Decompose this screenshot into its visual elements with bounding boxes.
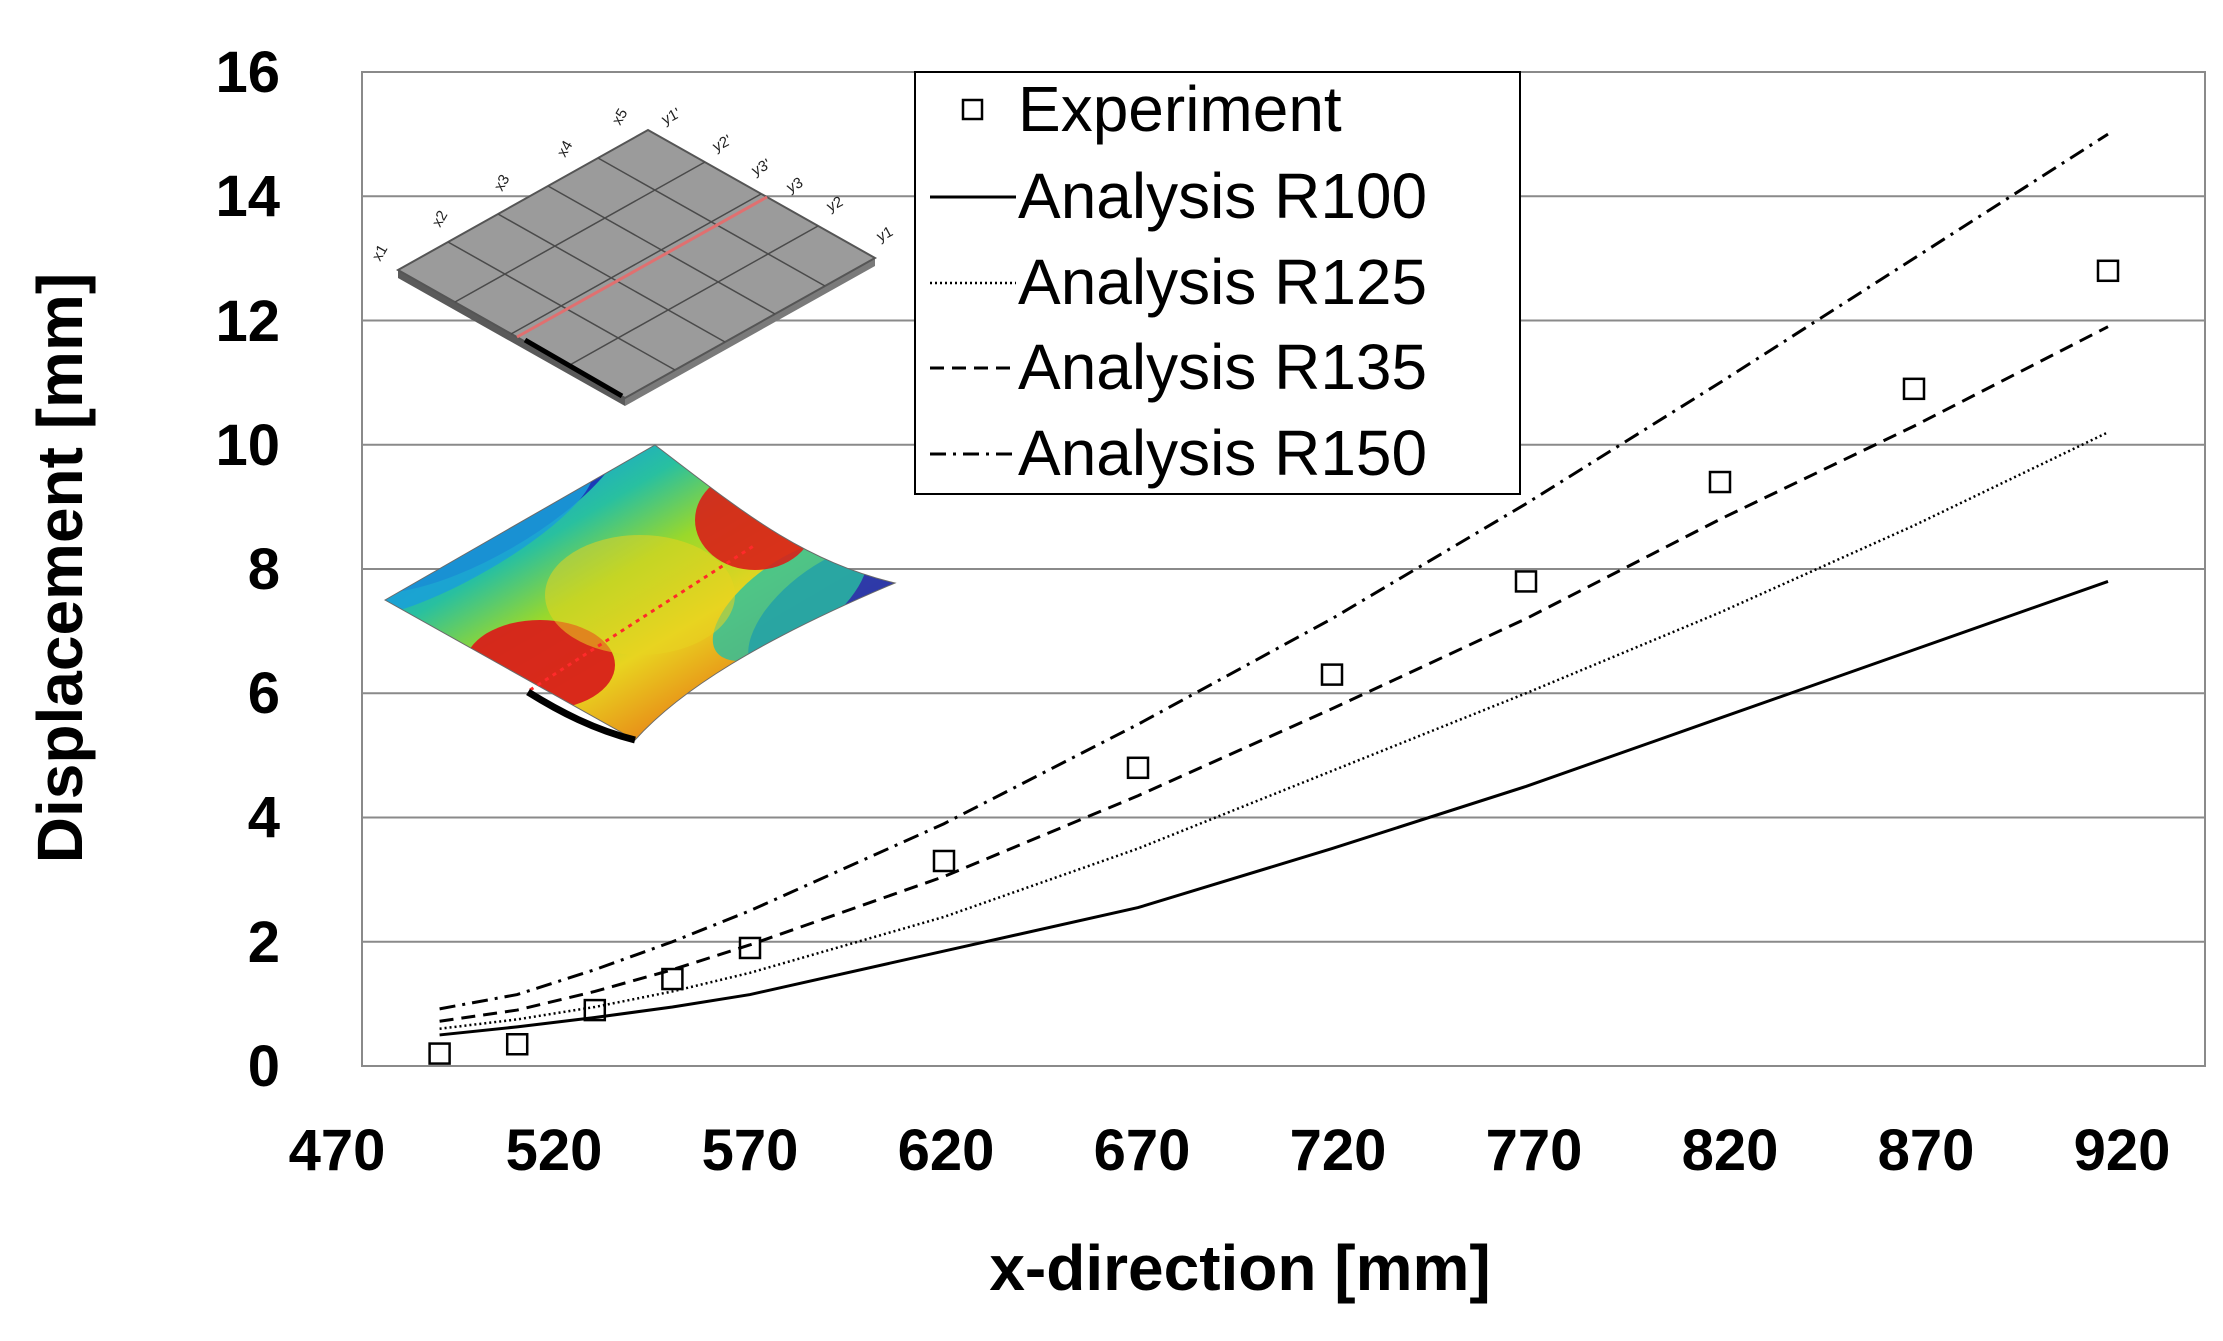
legend-label: Analysis R135: [1018, 331, 1427, 403]
data-point-experiment: [583, 998, 607, 1022]
x-tick-label: 670: [1094, 1118, 1191, 1183]
data-point-experiment: [1708, 470, 1732, 494]
y-tick-label: 14: [215, 164, 280, 229]
legend-label: Experiment: [1018, 73, 1342, 145]
data-point-experiment: [428, 1042, 451, 1065]
data-point-experiment: [1514, 570, 1538, 593]
data-point-experiment: [505, 1033, 529, 1056]
plate-label: x4: [554, 138, 577, 160]
legend: Experiment Analysis R100 Analysis R125 A…: [914, 71, 1521, 495]
data-point-experiment: [1126, 756, 1150, 780]
plate-support-edge: [523, 337, 624, 399]
plate-label: x1: [369, 242, 392, 264]
x-tick-label: 570: [702, 1118, 799, 1183]
plate-label: x2: [429, 208, 452, 230]
series-line-analysis-r135: [439, 325, 2109, 1023]
contour-support-edge: [526, 689, 636, 744]
legend-label: Analysis R100: [1018, 160, 1427, 232]
legend-label: Analysis R125: [1018, 246, 1427, 318]
x-tick-label: 520: [506, 1118, 603, 1183]
plate-label: y3: [784, 174, 806, 196]
y-tick-label: 2: [248, 910, 280, 975]
plate-label: y1': [659, 105, 684, 129]
plate-grid-line: [454, 161, 706, 303]
data-point-experiment: [661, 967, 684, 991]
x-tick-labels: 470 520 570 620 670 720 770 820 870 920: [289, 1118, 2171, 1183]
plate-label: x5: [609, 106, 632, 128]
plate-side: [625, 258, 875, 406]
y-tick-label: 12: [215, 289, 280, 354]
x-tick-label: 720: [1290, 1118, 1387, 1183]
y-tick-label: 16: [215, 40, 280, 105]
series-line-analysis-r100: [439, 580, 2109, 1037]
data-point-experiment: [932, 849, 956, 873]
plate-measure-line: [516, 195, 768, 339]
data-point-experiment: [1320, 663, 1344, 686]
series-line-analysis-r150: [439, 132, 2109, 1011]
y-tick-label: 0: [248, 1034, 280, 1099]
y-tick-label: 10: [215, 413, 280, 478]
plate-grid-line: [567, 225, 819, 367]
x-axis-title: x-direction [mm]: [989, 1232, 1490, 1304]
y-tick-label: 4: [248, 785, 280, 850]
plate-diagram: x1 x2 x3 x4 x5 y1' y2' y3' y3 y2 y1: [369, 105, 896, 406]
series-line-analysis-r125: [439, 431, 2109, 1030]
plate-label: y2': [710, 132, 735, 156]
plate-label: x3: [491, 172, 514, 194]
y-tick-label: 6: [248, 661, 280, 726]
x-tick-label: 920: [2074, 1118, 2171, 1183]
y-tick-label: 8: [248, 537, 280, 602]
plate-label: y2: [824, 193, 846, 215]
y-tick-labels: 0 2 4 6 8 10 12 14 16: [215, 40, 280, 1099]
x-tick-label: 470: [289, 1118, 386, 1183]
plate-grid-line: [510, 193, 762, 335]
legend-marker-experiment: [961, 98, 984, 121]
x-tick-label: 820: [1682, 1118, 1779, 1183]
data-point-experiment: [1902, 377, 1926, 401]
x-tick-label: 620: [898, 1118, 995, 1183]
y-axis-title: Displacement [mm]: [24, 273, 96, 863]
plate-label: y3': [749, 156, 774, 180]
legend-label: Analysis R150: [1018, 417, 1427, 489]
plate-side: [398, 270, 625, 406]
plate-label: y1: [874, 223, 896, 245]
contour-outline: [383, 444, 897, 741]
data-point-experiment: [2096, 259, 2120, 283]
x-tick-label: 870: [1878, 1118, 1975, 1183]
x-tick-label: 770: [1486, 1118, 1583, 1183]
series-layer: [428, 132, 2120, 1065]
